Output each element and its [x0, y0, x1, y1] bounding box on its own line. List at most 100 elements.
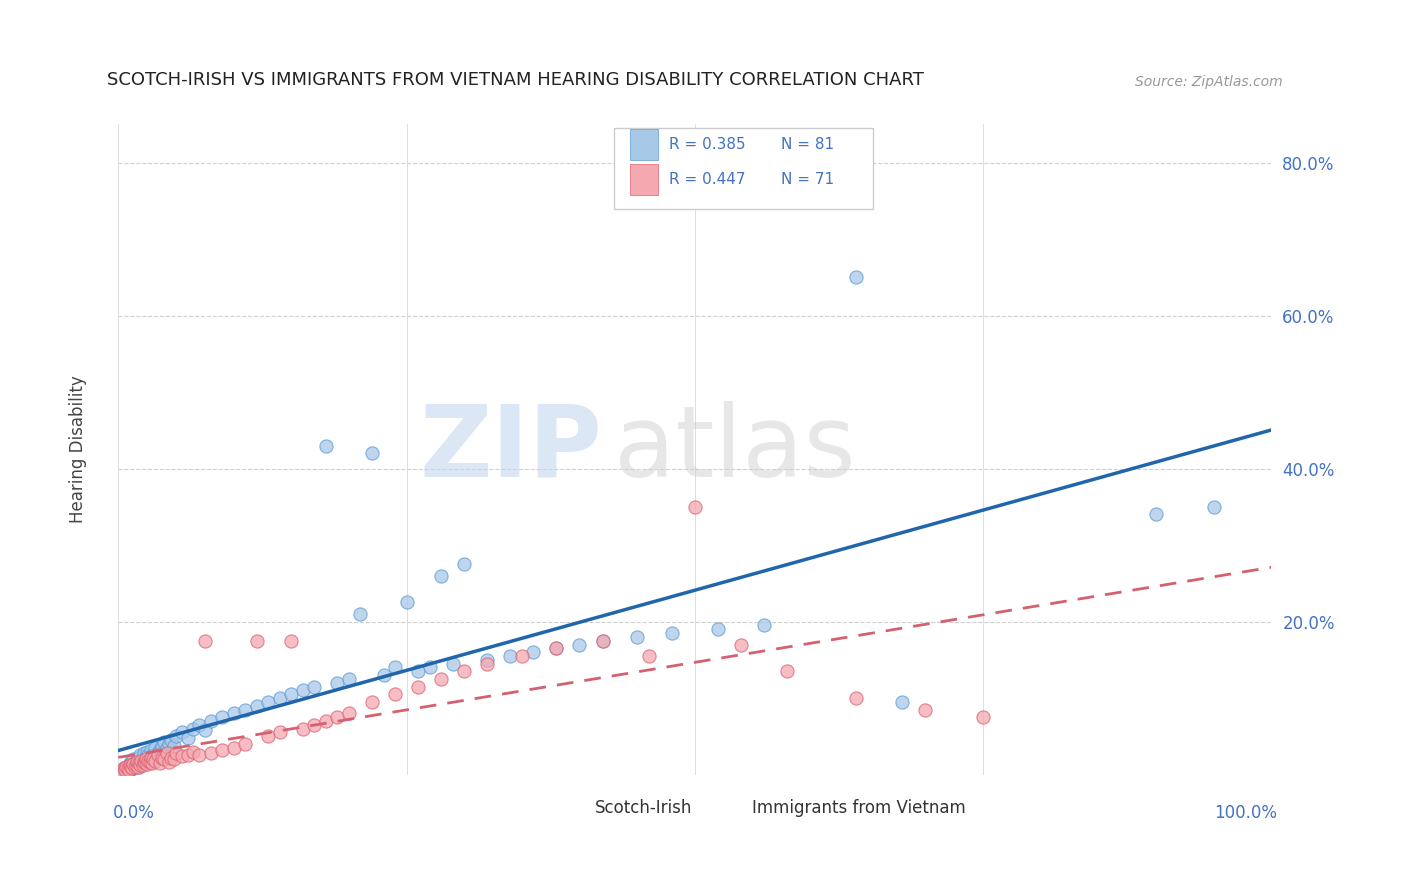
Point	[134, 756, 156, 770]
Point	[181, 722, 204, 736]
FancyBboxPatch shape	[724, 797, 748, 820]
Point	[246, 633, 269, 648]
FancyBboxPatch shape	[630, 129, 658, 160]
Point	[257, 695, 280, 709]
Point	[131, 754, 153, 768]
Point	[120, 760, 142, 774]
Point	[373, 668, 395, 682]
Point	[131, 756, 153, 770]
Point	[114, 763, 136, 777]
Point	[156, 746, 179, 760]
Point	[291, 683, 314, 698]
Point	[1202, 500, 1225, 514]
Text: atlas: atlas	[614, 401, 856, 498]
Text: SCOTCH-IRISH VS IMMIGRANTS FROM VIETNAM HEARING DISABILITY CORRELATION CHART: SCOTCH-IRISH VS IMMIGRANTS FROM VIETNAM …	[107, 70, 924, 88]
Point	[395, 595, 418, 609]
Point	[891, 695, 914, 709]
Point	[163, 752, 186, 766]
Point	[361, 695, 384, 709]
Point	[510, 648, 533, 663]
Point	[132, 746, 155, 760]
Point	[141, 752, 163, 766]
Point	[149, 743, 172, 757]
Point	[136, 756, 159, 771]
FancyBboxPatch shape	[630, 164, 658, 195]
Point	[146, 746, 169, 760]
Point	[176, 747, 198, 762]
Point	[122, 752, 145, 766]
Point	[114, 763, 136, 777]
Point	[138, 756, 160, 770]
Point	[361, 446, 384, 460]
Text: R = 0.385: R = 0.385	[669, 137, 747, 152]
Text: 100.0%: 100.0%	[1213, 804, 1277, 822]
Point	[269, 725, 291, 739]
Point	[112, 761, 135, 775]
Point	[111, 764, 134, 778]
Point	[125, 756, 148, 770]
Point	[134, 754, 156, 768]
Point	[135, 750, 157, 764]
Point	[337, 672, 360, 686]
Point	[1144, 508, 1167, 522]
Point	[129, 748, 152, 763]
Point	[257, 729, 280, 743]
Point	[139, 750, 162, 764]
Point	[118, 756, 141, 770]
Point	[149, 756, 172, 770]
Point	[120, 760, 142, 774]
Point	[315, 439, 337, 453]
Text: Immigrants from Vietnam: Immigrants from Vietnam	[752, 799, 966, 817]
Point	[683, 500, 706, 514]
Point	[707, 622, 730, 636]
Point	[124, 760, 146, 774]
Point	[124, 756, 146, 770]
Text: 0.0%: 0.0%	[112, 804, 155, 822]
Point	[160, 750, 183, 764]
Point	[118, 758, 141, 772]
Point	[222, 740, 245, 755]
Point	[291, 722, 314, 736]
Point	[546, 641, 568, 656]
Point	[138, 754, 160, 768]
Text: Hearing Disability: Hearing Disability	[69, 376, 87, 524]
Point	[132, 756, 155, 770]
Point	[121, 754, 143, 768]
Point	[188, 748, 211, 763]
Point	[233, 702, 256, 716]
Point	[141, 756, 163, 770]
Point	[304, 680, 326, 694]
FancyBboxPatch shape	[567, 797, 591, 820]
Point	[326, 710, 349, 724]
Point	[406, 665, 429, 679]
Text: N = 71: N = 71	[782, 172, 834, 187]
Point	[150, 739, 173, 753]
Point	[419, 660, 441, 674]
Point	[188, 718, 211, 732]
Point	[211, 743, 233, 757]
Text: ZIP: ZIP	[419, 401, 603, 498]
Point	[156, 740, 179, 755]
Point	[326, 675, 349, 690]
Point	[384, 660, 406, 674]
Point	[153, 752, 176, 766]
Point	[406, 680, 429, 694]
Point	[592, 633, 614, 648]
Point	[146, 748, 169, 763]
Point	[211, 710, 233, 724]
Point	[124, 758, 146, 772]
Point	[157, 756, 180, 770]
Point	[127, 760, 149, 774]
Text: Source: ZipAtlas.com: Source: ZipAtlas.com	[1135, 75, 1282, 88]
Point	[280, 687, 302, 701]
Point	[222, 706, 245, 721]
Point	[117, 761, 139, 775]
Point	[160, 733, 183, 747]
Point	[153, 735, 176, 749]
Point	[430, 568, 453, 582]
Point	[384, 687, 406, 701]
Point	[125, 754, 148, 768]
Point	[138, 754, 160, 768]
FancyBboxPatch shape	[614, 128, 873, 209]
Point	[127, 750, 149, 764]
